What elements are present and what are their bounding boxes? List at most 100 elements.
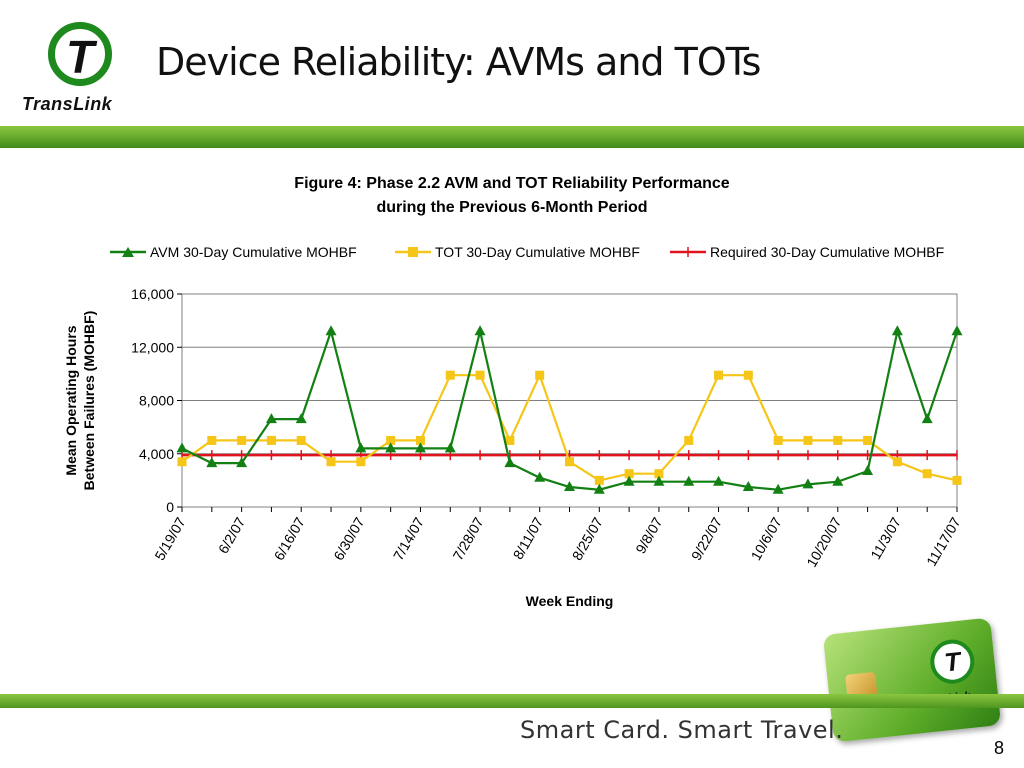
avm-data-point [891,325,903,336]
tot-data-point [237,435,247,445]
avm-data-point [206,457,218,468]
logo-wordmark: TransLink [22,94,113,114]
x-tick-label: 7/14/07 [390,514,427,563]
tot-data-point [594,475,604,485]
avm-data-point [593,483,605,494]
tot-data-point [356,457,366,467]
tot-data-point [266,435,276,445]
tot-data-point [684,435,694,445]
logo-circle-icon: T [48,22,112,86]
x-tick-label: 6/16/07 [271,514,308,563]
avm-data-point [862,465,874,476]
avm-data-point [176,442,188,453]
tot-data-point [654,469,664,479]
x-tick-label: 10/6/07 [748,514,785,563]
avm-data-point [325,325,337,336]
legend-label-required: Required 30-Day Cumulative MOHBF [710,244,945,260]
tot-data-point [505,435,515,445]
avm-data-point [295,413,307,424]
tot-data-point [922,469,932,479]
avm-data-point [713,475,725,486]
avm-data-point [802,478,814,489]
y-tick-label: 0 [166,499,174,515]
slide-title: Device Reliability: AVMs and TOTs [156,40,761,84]
footer-divider-band [0,694,1024,708]
tot-data-point [415,435,425,445]
x-tick-label: 9/8/07 [632,514,665,556]
legend-item-required: Required 30-Day Cumulative MOHBF [670,244,944,260]
avm-data-point [832,475,844,486]
avm-data-point [236,457,248,468]
tagline: Smart Card. Smart Travel. [520,716,844,744]
avm-data-point [355,442,367,453]
avm-data-point [474,325,486,336]
avm-data-point [444,442,456,453]
tot-data-point [475,370,485,380]
tot-data-point [743,370,753,380]
avm-data-point [385,442,397,453]
y-tick-label: 8,000 [139,393,174,409]
tot-legend-marker-icon [395,247,431,257]
tot-data-point [207,435,217,445]
avm-data-point [951,325,963,336]
tot-data-point [952,475,962,485]
figure-title-line-1: Figure 4: Phase 2.2 AVM and TOT Reliabil… [294,175,730,192]
chart-legend: AVM 30-Day Cumulative MOHBF TOT 30-Day C… [110,244,1010,266]
y-axis-title: Mean Operating Hours [63,325,79,475]
tot-data-point [296,435,306,445]
tot-data-point [386,435,396,445]
avm-data-point [742,481,754,492]
avm-data-point [504,457,516,468]
required-legend-marker-icon [670,247,706,257]
tot-data-point [773,435,783,445]
tot-data-point [833,435,843,445]
x-tick-label: 9/22/07 [688,514,725,563]
avm-data-point [414,442,426,453]
tot-data-point [863,435,873,445]
smart-card-image: T TransLink [822,617,1002,743]
x-tick-label: 6/2/07 [215,514,248,556]
tot-data-point [326,457,336,467]
header-divider-band [0,126,1024,148]
avm-data-point [265,413,277,424]
tot-data-point [714,370,724,380]
tot-data-point [445,370,455,380]
tot-data-point [803,435,813,445]
tot-data-point [892,457,902,467]
avm-data-point [534,471,546,482]
y-tick-label: 4,000 [139,446,174,462]
legend-label-tot: TOT 30-Day Cumulative MOHBF [435,244,640,260]
tot-data-point [177,457,187,467]
tot-data-point [624,469,634,479]
y-axis-title: Between Failures (MOHBF) [81,311,97,491]
avm-data-point [564,481,575,492]
x-tick-label: 5/19/07 [151,514,188,563]
legend-item-avm: AVM 30-Day Cumulative MOHBF [110,244,357,260]
x-axis-title: Week Ending [526,593,614,609]
x-tick-label: 8/11/07 [510,514,547,562]
x-tick-label: 8/25/07 [569,514,606,563]
legend-label-avm: AVM 30-Day Cumulative MOHBF [150,244,357,260]
reliability-line-chart: 0 4,000 8,000 12,000 16,000 5/19/07 6/2/07 6/16… [63,286,964,609]
x-tick-label: 7/28/07 [449,514,486,563]
figure-title-line-2: during the Previous 6-Month Period [376,199,648,216]
y-tick-label: 16,000 [131,286,174,302]
legend-item-tot: TOT 30-Day Cumulative MOHBF [395,244,640,260]
tot-data-point [535,370,545,380]
avm-legend-marker-icon [110,247,146,257]
translink-logo: T TransLink [18,22,138,122]
avm-data-point [921,413,933,424]
card-logo-letter: T [928,637,977,686]
avm-data-point [772,483,784,494]
y-tick-label: 12,000 [131,339,174,355]
x-tick-label: 11/17/07 [923,514,964,568]
x-tick-label: 11/3/07 [867,514,904,562]
avm-data-point [683,475,695,486]
x-tick-label: 6/30/07 [330,514,367,563]
tot-data-point [565,457,574,467]
avm-data-point [653,475,665,486]
logo-letter: T [65,31,95,83]
avm-data-point [623,475,635,486]
x-tick-label: 10/20/07 [803,514,844,569]
page-number: 8 [993,738,1004,758]
